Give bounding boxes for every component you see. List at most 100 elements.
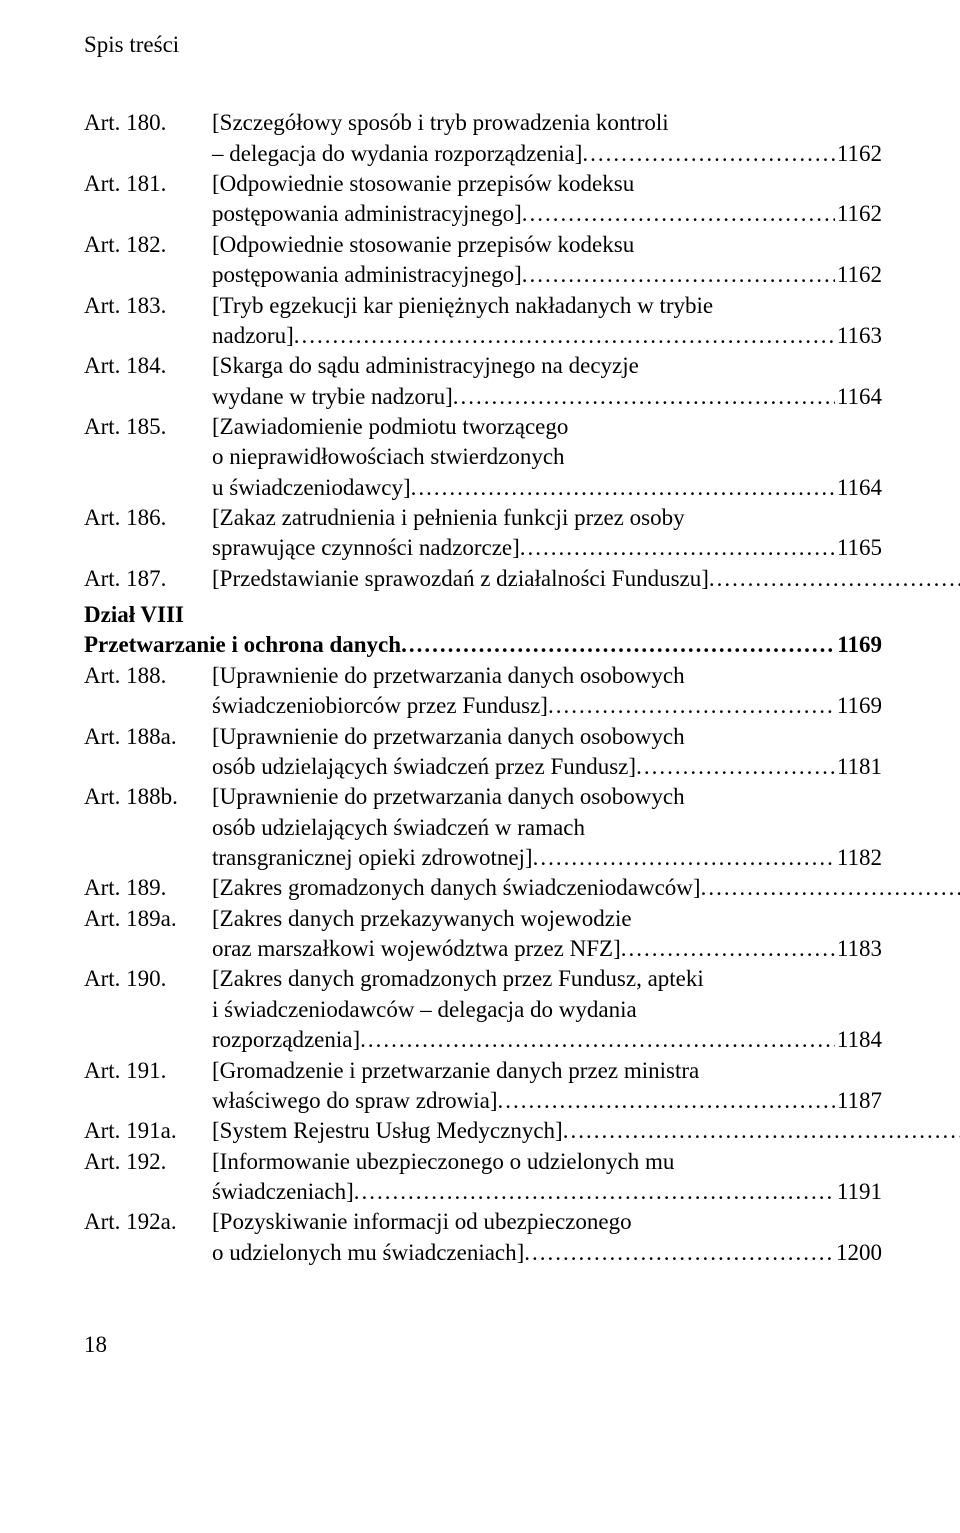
section-subtitle-line: Przetwarzanie i ochrona danych 1169 [84, 630, 882, 660]
toc-entry: Art. 190.[Zakres danych gromadzonych prz… [84, 964, 882, 994]
entry-body: [System Rejestru Usług Medycznych]1189 [212, 1116, 960, 1146]
leader-dots [453, 382, 835, 412]
toc-entry: Art. 192a.[Pozyskiwanie informacji od ub… [84, 1207, 882, 1237]
leader-dots [522, 260, 835, 290]
entry-last-line: postępowania administracyjnego]1162 [84, 199, 882, 229]
entry-last-lead: świadczeniach] [212, 1177, 354, 1207]
entry-page: 1164 [835, 473, 882, 503]
leader-dots [524, 1238, 834, 1268]
article-label: Art. 189. [84, 873, 212, 903]
section-title: Dział VIII [84, 600, 882, 630]
entry-last-line: wydane w trybie nadzoru] 1164 [84, 382, 882, 412]
entry-text: [Uprawnienie do przetwarzania danych oso… [212, 722, 882, 752]
article-label: Art. 183. [84, 291, 212, 321]
leader-dots [621, 934, 835, 964]
entry-last-line: oraz marszałkowi województwa przez NFZ] 1… [84, 934, 882, 964]
article-label: Art. 191. [84, 1056, 212, 1086]
leader-dots [548, 691, 835, 721]
leader-dots [498, 1086, 835, 1116]
toc-entry: Art. 185.[Zawiadomienie podmiotu tworząc… [84, 412, 882, 442]
leader-dots [354, 1177, 835, 1207]
article-label: Art. 190. [84, 964, 212, 994]
toc-bottom-group: Art. 188.[Uprawnienie do przetwarzania d… [84, 661, 882, 1268]
leader-dots [294, 321, 835, 351]
entry-page: 1162 [835, 139, 882, 169]
entry-text: [Odpowiednie stosowanie przepisów kodeks… [212, 169, 882, 199]
article-label: Art. 192a. [84, 1207, 212, 1237]
leader-dots [563, 1116, 960, 1146]
article-label: Art. 188a. [84, 722, 212, 752]
entry-page: 1162 [835, 260, 882, 290]
leader-dots [360, 1025, 835, 1055]
toc-entry: Art. 189.[Zakres gromadzonych danych świ… [84, 873, 882, 903]
toc-entry: Art. 189a.[Zakres danych przekazywanych … [84, 904, 882, 934]
toc-entry: Art. 187.[Przedstawianie sprawozdań z dz… [84, 564, 882, 594]
entry-last-lead: właściwego do spraw zdrowia] [212, 1086, 498, 1116]
article-label: Art. 191a. [84, 1116, 212, 1146]
leader-dots [709, 564, 960, 594]
entry-last-lead: oraz marszałkowi województwa przez NFZ] [212, 934, 621, 964]
article-label: Art. 184. [84, 351, 212, 381]
entry-last-lead: rozporządzenia] [212, 1025, 360, 1055]
toc-entry: Art. 182.[Odpowiednie stosowanie przepis… [84, 230, 882, 260]
article-label: Art. 182. [84, 230, 212, 260]
entry-last-line: rozporządzenia]1184 [84, 1025, 882, 1055]
entry-last-line: postępowania administracyjnego] 1162 [84, 260, 882, 290]
entry-page: 1191 [835, 1177, 882, 1207]
section-subtitle-page: 1169 [835, 630, 882, 660]
leader-dots [701, 873, 960, 903]
article-label: Art. 187. [84, 564, 212, 594]
toc-entry: Art. 181.[Odpowiednie stosowanie przepis… [84, 169, 882, 199]
leader-dots [411, 473, 835, 503]
toc-entry: Art. 186.[Zakaz zatrudnienia i pełnienia… [84, 503, 882, 533]
entry-text: [Zakres danych gromadzonych przez Fundus… [212, 964, 882, 994]
entry-last-line: świadczeniobiorców przez Fundusz]1169 [84, 691, 882, 721]
entry-page: 1182 [835, 843, 882, 873]
entry-last-lead: – delegacja do wydania rozporządzenia] [212, 139, 582, 169]
entry-text: [Zakres danych przekazywanych wojewodzie [212, 904, 882, 934]
entry-text-cont: osób udzielających świadczeń w ramach [84, 813, 882, 843]
entry-page: 1164 [835, 382, 882, 412]
entry-last-lead: transgranicznej opieki zdrowotnej] [212, 843, 533, 873]
entry-last-lead: osób udzielających świadczeń przez Fundu… [212, 752, 636, 782]
leader-dots [636, 752, 835, 782]
entry-last-lead: nadzoru] [212, 321, 294, 351]
toc-entry: Art. 183.[Tryb egzekucji kar pieniężnych… [84, 291, 882, 321]
entry-page: 1163 [835, 321, 882, 351]
entry-last-lead: postępowania administracyjnego] [212, 260, 522, 290]
entry-last-line: sprawujące czynności nadzorcze]1165 [84, 533, 882, 563]
entry-page: 1162 [835, 199, 882, 229]
section-subtitle-text: Przetwarzanie i ochrona danych [84, 630, 401, 660]
entry-last-line: o udzielonych mu świadczeniach]1200 [84, 1238, 882, 1268]
entry-last-line: – delegacja do wydania rozporządzenia] 11… [84, 139, 882, 169]
toc-entry: Art. 180.[Szczegółowy sposób i tryb prow… [84, 108, 882, 138]
entry-body: [Zakres gromadzonych danych świadczeniod… [212, 873, 960, 903]
entry-last-lead: wydane w trybie nadzoru] [212, 382, 453, 412]
entry-last-lead: świadczeniobiorców przez Fundusz] [212, 691, 548, 721]
leader-dots [522, 199, 835, 229]
article-label: Art. 192. [84, 1147, 212, 1177]
article-label: Art. 180. [84, 108, 212, 138]
entry-text-cont: i świadczeniodawców – delegacja do wydan… [84, 995, 882, 1025]
entry-page: 1187 [835, 1086, 882, 1116]
toc-entry: Art. 188.[Uprawnienie do przetwarzania d… [84, 661, 882, 691]
entry-text: [Uprawnienie do przetwarzania danych oso… [212, 782, 882, 812]
article-label: Art. 188b. [84, 782, 212, 812]
entry-page: 1165 [835, 533, 882, 563]
leader-dots [401, 630, 835, 660]
article-label: Art. 189a. [84, 904, 212, 934]
toc-entry: Art. 188b.[Uprawnienie do przetwarzania … [84, 782, 882, 812]
entry-last-lead: u świadczeniodawcy] [212, 473, 411, 503]
entry-text: [Zawiadomienie podmiotu tworzącego [212, 412, 882, 442]
entry-text: [Uprawnienie do przetwarzania danych oso… [212, 661, 882, 691]
entry-last-lead: o udzielonych mu świadczeniach] [212, 1238, 524, 1268]
toc-top-group: Art. 180.[Szczegółowy sposób i tryb prow… [84, 108, 882, 594]
entry-page: 1183 [835, 934, 882, 964]
leader-dots [582, 139, 834, 169]
article-label: Art. 188. [84, 661, 212, 691]
entry-last-line: nadzoru] 1163 [84, 321, 882, 351]
entry-text-cont: o nieprawidłowościach stwierdzonych [84, 442, 882, 472]
toc-entry: Art. 191a.[System Rejestru Usług Medyczn… [84, 1116, 882, 1146]
entry-last-line: osób udzielających świadczeń przez Fundu… [84, 752, 882, 782]
entry-last-lead: [Zakres gromadzonych danych świadczeniod… [212, 873, 701, 903]
